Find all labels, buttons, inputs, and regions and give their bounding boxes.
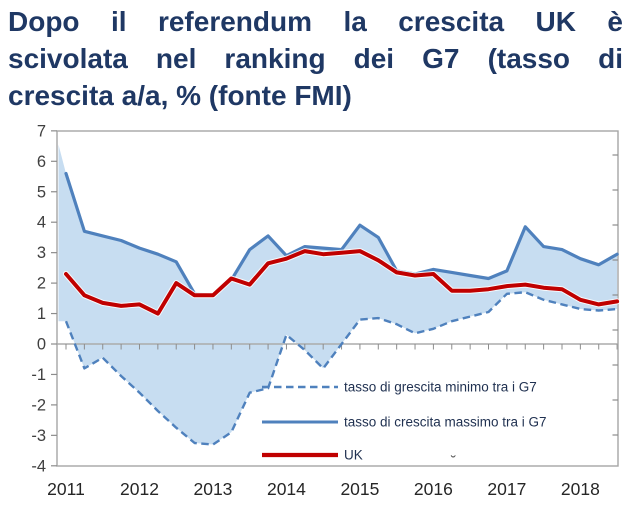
y-tick-label: -1 [31, 366, 46, 384]
g7-growth-chart: tasso di grescita minimo tra i G7 tasso d… [31, 122, 621, 499]
title-line-1: Dopo il referendum la crescita UK è [8, 6, 623, 37]
line-uk [64, 249, 620, 316]
axes [51, 130, 619, 467]
line-minimo-g7 [64, 290, 618, 446]
x-tick-label: 2011 [47, 479, 85, 499]
stray-mark: ˘ [450, 453, 456, 470]
x-tick-label: 2013 [193, 479, 232, 499]
x-tick-label: 2014 [267, 479, 306, 499]
plot-border [56, 130, 619, 467]
line-massimo-g7 [64, 171, 619, 297]
legend-label: tasso di grescita minimo tra i G7 [344, 380, 537, 395]
y-tick-label: -4 [31, 457, 46, 475]
x-tick-label: 2017 [487, 479, 526, 499]
y-tick-label: 7 [37, 122, 46, 140]
title-line-2: scivolata nel ranking dei G7 (tasso di [8, 43, 623, 74]
y-tick-label: 3 [37, 244, 46, 262]
data-lines [63, 171, 621, 446]
x-tick-label: 2016 [414, 479, 453, 499]
y-tick-label: 1 [37, 305, 46, 323]
min-max-fill [58, 144, 618, 445]
y-tick-label: 4 [37, 214, 46, 232]
x-tick-label: 2012 [120, 479, 159, 499]
legend: tasso di grescita minimo tra i G7 tasso d… [262, 380, 547, 470]
chart-area: tasso di grescita minimo tra i G7 tasso d… [0, 114, 633, 523]
legend-label: tasso di crescita massimo tra i G7 [344, 415, 547, 430]
y-tick-label: 6 [37, 153, 46, 171]
y-tick-label: 2 [37, 275, 46, 293]
y-tick-label: 5 [37, 183, 46, 201]
chart-title: Dopo il referendum la crescita UK è sciv… [0, 0, 633, 114]
y-tick-label: -3 [31, 427, 46, 445]
y-tick-label: 0 [37, 336, 46, 354]
x-tick-label: 2015 [340, 479, 379, 499]
legend-label: UK [344, 448, 363, 463]
y-tick-label: -2 [31, 396, 46, 414]
x-tick-label: 2018 [561, 479, 600, 499]
title-line-3: crescita a/a, % (fonte FMI) [8, 80, 352, 111]
min-max-band [58, 144, 618, 445]
